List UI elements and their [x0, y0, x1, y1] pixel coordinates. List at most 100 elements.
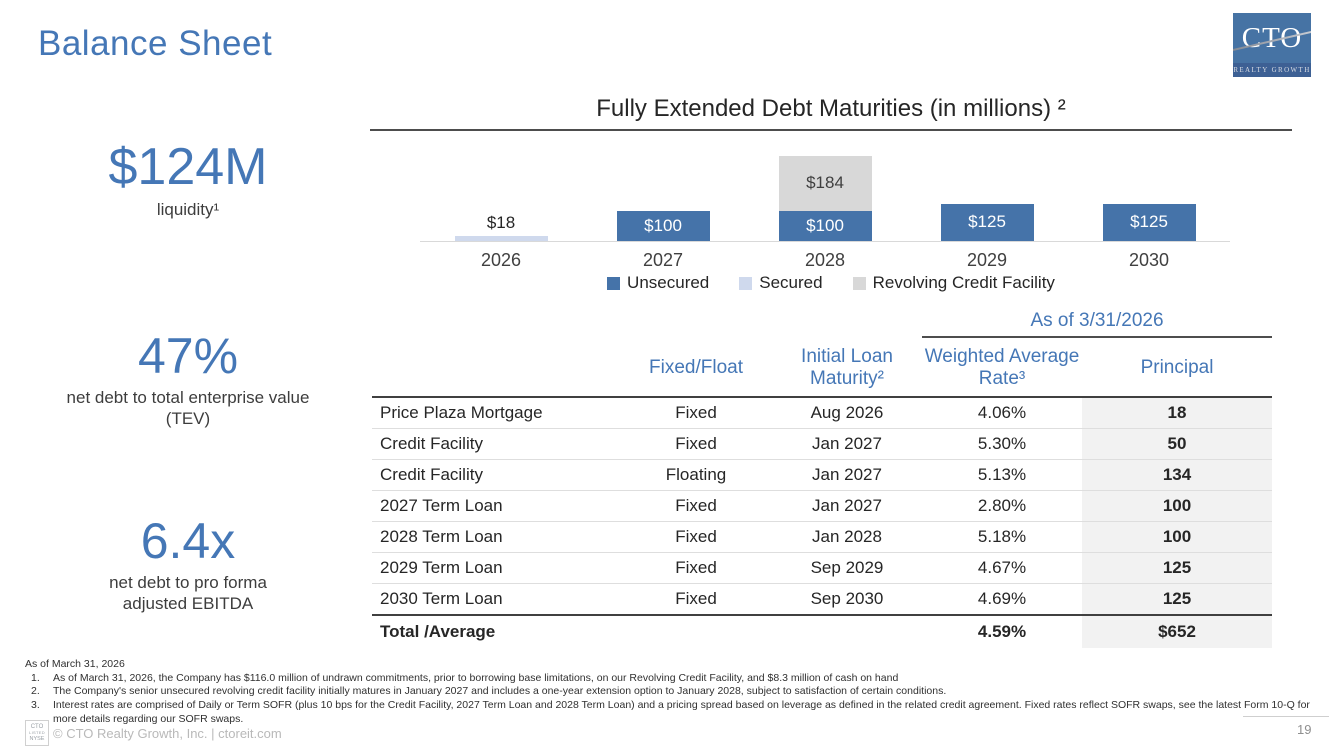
- cell-total-rate: 4.59%: [977, 622, 1027, 641]
- column-header-fixed-float: Fixed/Float: [649, 356, 743, 378]
- cell-maturity: Jan 2027: [812, 496, 882, 515]
- legend-item-unsecured: Unsecured: [607, 273, 709, 293]
- x-axis-label: 2026: [480, 250, 522, 270]
- x-axis-label: 2030: [1128, 250, 1170, 270]
- bar-group-2029: 2029 $125: [906, 139, 1068, 270]
- legend-swatch-unsecured-icon: [607, 276, 621, 290]
- nyse-listed-badge: CTO LISTED NYSE: [25, 720, 49, 746]
- cell-principal: 100: [1082, 491, 1272, 521]
- table-row: 2028 Term Loan Fixed Jan 2028 5.18% 100: [372, 522, 1272, 553]
- metric-liquidity: $124M liquidity¹: [18, 140, 358, 220]
- cell-debt-name: Credit Facility: [380, 465, 483, 484]
- cto-logo-tagline: REALTY GROWTH: [1233, 63, 1311, 77]
- bar-segment-unsecured: $100: [616, 211, 710, 241]
- cell-principal: 125: [1082, 553, 1272, 583]
- metric-liquidity-label: liquidity¹: [156, 199, 220, 219]
- cell-maturity: Jan 2028: [812, 527, 882, 546]
- legend-label-unsecured: Unsecured: [627, 273, 710, 292]
- footnote-item: 2. The Company's senior unsecured revolv…: [25, 685, 1317, 699]
- cell-fixed-float: Fixed: [675, 403, 717, 422]
- bar-group-2028: 2028 $184 $100: [744, 139, 906, 270]
- table-header-row: Fixed/Float Initial Loan Maturity² Weigh…: [372, 339, 1272, 396]
- chart-x-axis-line: [420, 241, 1230, 242]
- column-header-maturity: Initial Loan Maturity²: [801, 345, 893, 389]
- nyse-badge-line: LISTED: [29, 729, 45, 735]
- x-axis-label: 2027: [642, 250, 684, 270]
- cell-maturity: Jan 2027: [812, 434, 882, 453]
- table-asof-rule: [922, 336, 1272, 338]
- bar-segment-revolving-credit-facility: $184: [778, 155, 872, 211]
- cell-maturity: Sep 2029: [810, 558, 884, 577]
- table-row: Credit Facility Fixed Jan 2027 5.30% 50: [372, 429, 1272, 460]
- cell-rate: 5.13%: [977, 465, 1027, 484]
- bar-segment-unsecured: $125: [1102, 203, 1196, 241]
- cell-rate: 5.30%: [977, 434, 1027, 453]
- cell-principal: 50: [1082, 429, 1272, 459]
- cell-fixed-float: Fixed: [675, 558, 717, 577]
- bar-group-2027: 2027 $100: [582, 139, 744, 270]
- table-asof-header: As of 3/31/2026: [1030, 310, 1164, 331]
- cell-debt-name: 2027 Term Loan: [380, 496, 503, 515]
- cell-rate: 2.80%: [977, 496, 1027, 515]
- cell-debt-name: 2029 Term Loan: [380, 558, 503, 577]
- cto-logo-text: CTO: [1241, 21, 1303, 54]
- nyse-badge-line: NYSE: [29, 735, 45, 742]
- cto-logo: CTO REALTY GROWTH: [1233, 13, 1311, 77]
- cell-maturity: Sep 2030: [810, 589, 884, 608]
- cell-fixed-float: Fixed: [675, 434, 717, 453]
- footnote-heading: As of March 31, 2026: [25, 658, 125, 670]
- cell-total-principal: $652: [1082, 616, 1272, 648]
- metric-net-debt-tev-label: net debt to total enterprise value (TEV): [66, 387, 310, 428]
- bar-value-label: $18: [486, 212, 516, 232]
- debt-table-body: Price Plaza Mortgage Fixed Aug 2026 4.06…: [372, 396, 1272, 648]
- page-number: 19: [1297, 722, 1312, 737]
- table-row: Credit Facility Floating Jan 2027 5.13% …: [372, 460, 1272, 491]
- legend-swatch-secured-icon: [739, 276, 753, 290]
- cell-maturity: Jan 2027: [812, 465, 882, 484]
- cell-fixed-float: Floating: [665, 465, 727, 484]
- cell-total-label: Total /Average: [380, 622, 496, 641]
- cell-debt-name: Credit Facility: [380, 434, 483, 453]
- cell-empty: [772, 616, 922, 648]
- cell-rate: 4.06%: [977, 403, 1027, 422]
- cell-debt-name: 2028 Term Loan: [380, 527, 503, 546]
- metric-net-debt-tev: 47% net debt to total enterprise value (…: [18, 330, 358, 429]
- metric-net-debt-ebitda-value: 6.4x: [140, 513, 236, 569]
- cell-fixed-float: Fixed: [675, 589, 717, 608]
- table-row: 2029 Term Loan Fixed Sep 2029 4.67% 125: [372, 553, 1272, 584]
- cell-empty: [620, 616, 772, 648]
- cell-fixed-float: Fixed: [675, 527, 717, 546]
- legend-swatch-revolver-icon: [852, 276, 866, 290]
- cell-rate: 5.18%: [977, 527, 1027, 546]
- cell-principal: 134: [1082, 460, 1272, 490]
- cell-maturity: Aug 2026: [810, 403, 884, 422]
- metric-net-debt-ebitda: 6.4x net debt to pro forma adjusted EBIT…: [18, 515, 358, 614]
- chart-title-rule: [370, 129, 1292, 131]
- footnote-number: 3.: [31, 698, 40, 711]
- cell-debt-name: 2030 Term Loan: [380, 589, 503, 608]
- footnote-item: 3. Interest rates are comprised of Daily…: [25, 699, 1317, 726]
- cell-rate: 4.67%: [977, 558, 1027, 577]
- footnote-text: As of March 31, 2026, the Company has $1…: [53, 671, 899, 684]
- x-axis-label: 2028: [804, 250, 846, 270]
- cell-fixed-float: Fixed: [675, 496, 717, 515]
- table-row: Price Plaza Mortgage Fixed Aug 2026 4.06…: [372, 398, 1272, 429]
- table-row: 2027 Term Loan Fixed Jan 2027 2.80% 100: [372, 491, 1272, 522]
- metric-net-debt-ebitda-label: net debt to pro forma adjusted EBITDA: [109, 572, 267, 613]
- column-header-rate: Weighted Average Rate³: [924, 345, 1080, 389]
- bar-segment-unsecured: $125: [940, 203, 1034, 241]
- column-header-principal: Principal: [1140, 356, 1214, 378]
- cell-rate: 4.69%: [977, 589, 1027, 608]
- legend-item-revolver: Revolving Credit Facility: [852, 273, 1055, 293]
- cell-principal: 125: [1082, 584, 1272, 614]
- bar-segment-secured: [454, 235, 548, 241]
- legend-item-secured: Secured: [739, 273, 823, 293]
- cell-debt-name: Price Plaza Mortgage: [380, 403, 543, 422]
- x-axis-label: 2029: [966, 250, 1008, 270]
- metric-liquidity-value: $124M: [108, 138, 268, 196]
- table-row: 2030 Term Loan Fixed Sep 2030 4.69% 125: [372, 584, 1272, 614]
- chart-legend: Unsecured Secured Revolving Credit Facil…: [370, 273, 1292, 293]
- footnotes: As of March 31, 2026 1. As of March 31, …: [25, 658, 1317, 726]
- legend-label-secured: Secured: [759, 273, 823, 292]
